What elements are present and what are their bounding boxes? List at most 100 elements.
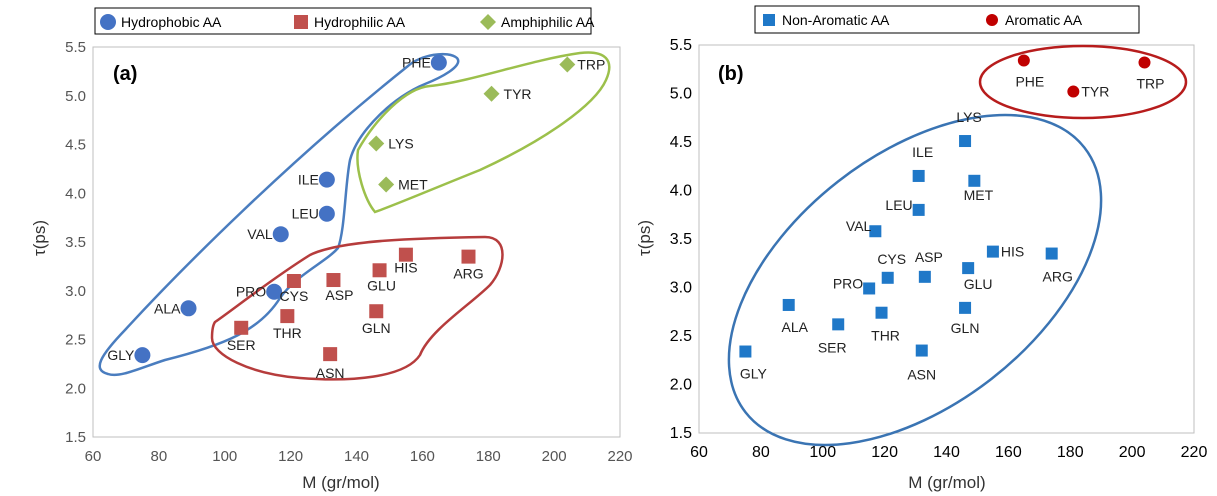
data-label-leu: LEU [885,197,912,213]
data-label-glu: GLU [964,276,993,292]
point-glu [962,262,975,275]
data-label-val: VAL [247,226,273,242]
legend-marker-square [294,15,308,29]
point-thr [280,309,295,324]
x-tick-label-b: 160 [995,444,1022,461]
legend-label-a-0: Hydrophobic AA [121,14,222,30]
point-glu [372,263,387,278]
data-label-ser: SER [227,337,256,353]
x-tick-label-a: 160 [410,448,435,465]
legend-marker-circle [100,14,116,30]
point-pro [863,282,876,295]
amphiphilic-enclosure [356,51,611,214]
data-label-gln: GLN [362,320,391,336]
legend-a: Hydrophobic AA Hydrophilic AA Amphiphilic … [100,14,595,30]
data-label-asn: ASN [316,365,345,381]
legend-b: Non-Aromatic AA Aromatic AA [763,12,1083,28]
point-his [986,245,999,258]
data-points-a: GLY ALA PRO VAL LEU ILE PHE SER THR CYS ASP ASN GLN G… [107,54,605,381]
data-label-ser: SER [818,339,847,355]
point-phe [1017,54,1030,67]
y-tick-label-b: 5.5 [670,37,692,54]
point-pro [266,283,283,300]
point-val [869,225,882,238]
data-label-his: HIS [1001,244,1024,260]
y-tick-label-b: 5.0 [670,86,692,103]
x-tick-label-a: 200 [542,448,567,465]
x-tick-label-a: 140 [344,448,369,465]
y-tick-label-b: 2.5 [670,328,692,345]
point-ser [832,318,845,331]
y-tick-label-a: 5.5 [65,39,86,56]
data-label-ile: ILE [912,144,933,160]
plot-area-b [698,44,1195,434]
data-label-ala: ALA [154,300,181,316]
legend-label-a-2: Amphiphilic AA [501,14,595,30]
y-tick-label-a: 5.0 [65,88,86,105]
non-aromatic-enclosure [727,113,1103,447]
data-label-pro: PRO [236,284,266,300]
x-tick-label-a: 60 [85,448,102,465]
legend-marker-circle [986,14,998,26]
data-label-phe: PHE [402,55,431,71]
point-trp [559,56,576,73]
legend-marker-square [763,14,775,26]
data-label-thr: THR [273,325,302,341]
data-label-asn: ASN [907,367,936,383]
point-arg [461,249,476,264]
data-label-met: MET [398,176,428,192]
data-label-arg: ARG [1043,269,1073,285]
y-tick-label-a: 3.0 [65,283,86,300]
y-tick-label-b: 3.5 [670,231,692,248]
point-ala [782,298,795,311]
point-tyr [1067,85,1080,98]
y-tick-label-a: 1.5 [65,429,86,446]
x-tick-label-a: 220 [607,448,632,465]
enclosures-b [727,44,1188,447]
point-ser [234,320,249,335]
y-tick-label-b: 1.5 [670,425,692,442]
data-label-thr: THR [871,328,900,344]
data-label-trp: TRP [577,57,605,73]
legend-box-b [754,5,1140,34]
data-label-tyr: TYR [504,86,532,102]
x-tick-label-a: 120 [278,448,303,465]
data-label-gly: GLY [740,366,768,382]
point-cys [881,271,894,284]
x-tick-label-a: 100 [212,448,237,465]
point-his [398,247,413,262]
data-label-asp: ASP [915,249,943,265]
point-tyr [483,85,500,102]
x-axis-label-b: M (gr/mol) [908,473,985,492]
data-label-ile: ILE [298,172,319,188]
point-gly [134,347,151,364]
x-tick-label-a: 180 [476,448,501,465]
point-phe [430,54,447,71]
x-tick-label-b: 80 [752,444,770,461]
data-label-gln: GLN [951,320,980,336]
x-tick-label-b: 200 [1119,444,1146,461]
x-axis-label-a: M (gr/mol) [302,473,379,492]
point-asn [323,347,338,362]
y-tick-label-a: 2.0 [65,380,86,397]
axes-a: 60 80 100 120 140 160 180 200 220 1.5 2.0 2.5 3.0 3.5… [65,39,632,465]
point-asp [326,273,341,288]
data-label-val: VAL [846,218,872,234]
data-label-arg: ARG [453,266,483,282]
data-label-asp: ASP [325,287,353,303]
y-tick-label-a: 2.5 [65,332,86,349]
point-thr [875,306,888,319]
data-label-lys: LYS [956,109,981,125]
data-label-his: HIS [394,260,417,276]
point-gly [739,345,752,358]
point-ile [318,171,335,188]
y-tick-label-a: 3.5 [65,234,86,251]
y-tick-label-a: 4.0 [65,185,86,202]
data-label-cys: CYS [877,251,906,267]
data-label-pro: PRO [833,275,863,291]
data-label-trp: TRP [1137,75,1165,91]
x-tick-label-b: 100 [809,444,836,461]
x-tick-label-b: 220 [1181,444,1208,461]
x-tick-label-b: 140 [933,444,960,461]
